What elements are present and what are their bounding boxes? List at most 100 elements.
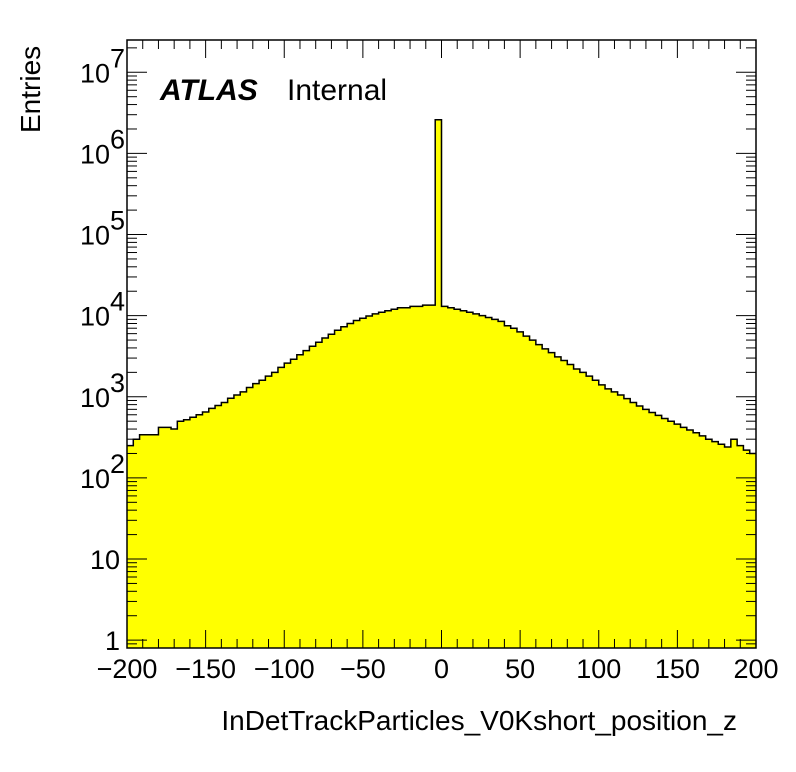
histogram-bin: [655, 415, 663, 648]
histogram-bin: [139, 434, 147, 648]
histogram-bin: [271, 372, 279, 648]
histogram-bin: [605, 388, 612, 648]
histogram-bin: [189, 417, 197, 648]
histogram-bin: [636, 405, 644, 648]
internal-label: Internal: [287, 74, 387, 107]
histogram-bin: [705, 439, 713, 648]
histogram-bin: [290, 359, 298, 648]
histogram-bin: [542, 348, 550, 648]
histogram-bin: [246, 387, 254, 648]
histogram-bin: [366, 316, 373, 648]
histogram-bin: [718, 444, 726, 648]
histogram-bin: [630, 402, 638, 648]
histogram-bin: [567, 364, 575, 648]
histogram-bin: [510, 328, 518, 648]
x-tick-label: 200: [733, 654, 778, 684]
histogram-bin: [127, 445, 134, 648]
histogram-bin: [183, 419, 191, 648]
y-tick-exponent: 2: [110, 449, 125, 479]
histogram-bin: [447, 307, 455, 648]
histogram-bin: [491, 319, 499, 648]
histogram-bin: [372, 313, 380, 648]
y-tick-label: 10 6: [80, 124, 125, 169]
histogram-bin: [133, 439, 141, 648]
histogram-bin: [328, 334, 336, 648]
histogram-bin: [215, 405, 222, 648]
plot-frame: [126, 39, 757, 649]
y-tick-label: 10 4: [80, 287, 125, 332]
histogram-bin: [416, 306, 424, 648]
histogram-bin: [472, 313, 480, 648]
histogram-bin: [240, 391, 248, 648]
histogram-bin: [573, 368, 581, 648]
histogram-bin: [303, 350, 311, 648]
y-tick-exponent: 3: [110, 368, 125, 398]
histogram-bin: [667, 421, 675, 648]
histogram-bin: [403, 307, 411, 648]
histogram-bin: [611, 391, 619, 648]
y-tick-base: 10: [80, 58, 110, 88]
histogram-bin: [391, 309, 399, 648]
histogram-bin: [353, 320, 361, 648]
histogram-bin: [196, 414, 204, 648]
histogram-bin: [428, 305, 436, 648]
y-tick-exponent: 5: [110, 206, 125, 236]
y-tick-exponent: 6: [110, 124, 125, 154]
histogram-bin: [504, 325, 512, 648]
histogram-bin: [592, 380, 600, 648]
histogram-bin: [529, 340, 537, 648]
y-tick-label: 10 7: [80, 43, 125, 88]
histogram-bin: [516, 331, 524, 648]
histogram-bin: [171, 429, 178, 648]
histogram-bin: [410, 306, 417, 648]
histogram-bin: [479, 315, 487, 648]
histogram-bin: [623, 398, 631, 648]
x-tick-label: −100: [254, 654, 315, 684]
histogram-bin: [321, 338, 329, 648]
histogram-bin: [347, 323, 355, 648]
histogram-bin: [227, 398, 235, 648]
histogram-bin: [724, 447, 732, 648]
histogram-bin: [233, 395, 241, 648]
histogram-bin: [441, 306, 449, 648]
y-tick-label: 10 5: [80, 206, 125, 251]
histogram-bin: [422, 305, 430, 648]
histogram-bin: [598, 384, 606, 648]
y-tick-label: 10: [90, 545, 120, 575]
x-tick-labels: −200 −150 −100 −50 0 50 100 150 200: [97, 654, 779, 684]
histogram-bin: [309, 346, 317, 648]
histogram-bin: [454, 309, 461, 648]
histogram-bin: [466, 312, 474, 648]
histogram-bin: [711, 441, 719, 648]
histogram-bin: [164, 427, 172, 648]
histogram-bin: [642, 409, 650, 648]
y-tick-label: 10 2: [80, 449, 125, 494]
x-tick-label: 150: [655, 654, 700, 684]
histogram-bin: [535, 344, 543, 648]
histogram-bin: [315, 342, 323, 648]
atlas-label: ATLAS: [159, 74, 258, 107]
histogram-bin: [208, 408, 216, 648]
histogram-bin: [554, 356, 562, 648]
histogram-bin: [523, 336, 531, 648]
histogram-bin: [743, 450, 751, 648]
histogram-bin: [265, 376, 273, 648]
histogram-bin: [579, 372, 587, 648]
histogram-bin: [674, 424, 682, 648]
histogram-bin: [586, 376, 594, 648]
histogram-bin: [259, 380, 266, 648]
histogram-bin: [617, 395, 625, 648]
histogram-bin: [177, 421, 185, 648]
histogram-bin: [152, 434, 160, 648]
histogram-bin: [384, 310, 392, 648]
histogram-bin: [145, 434, 153, 648]
x-tick-label: −200: [97, 654, 158, 684]
y-axis-title: Entries: [15, 46, 46, 133]
histogram-bin: [548, 352, 556, 648]
histogram-bin: [277, 367, 285, 648]
histogram-bin: [485, 317, 493, 648]
y-tick-base: 10: [80, 139, 110, 169]
histogram-bin: [340, 326, 348, 648]
